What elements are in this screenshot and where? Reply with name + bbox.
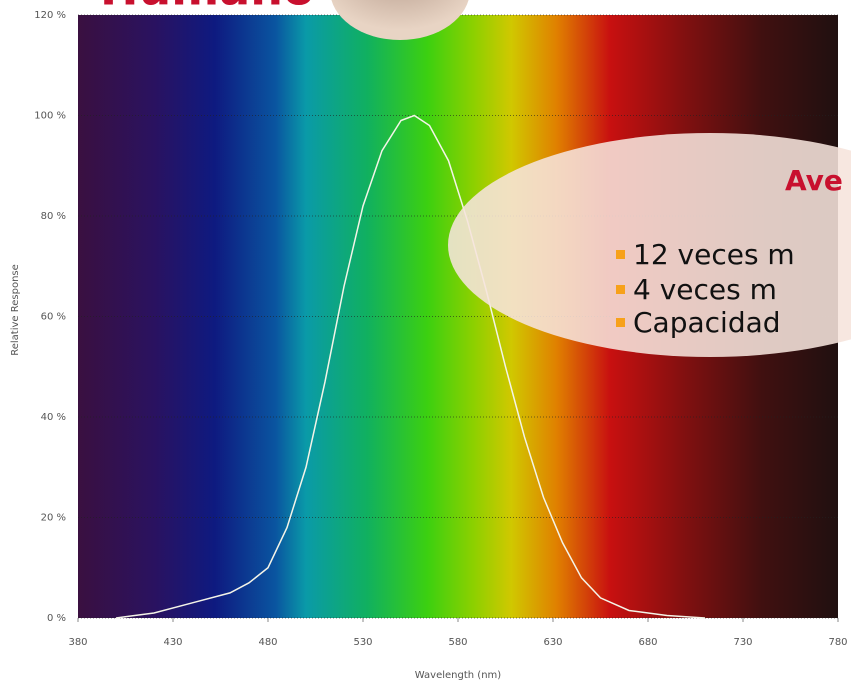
y-tick-label: 80 % <box>41 211 66 222</box>
bullet-icon <box>616 318 625 327</box>
x-tick-label: 580 <box>448 637 467 648</box>
slide-title: Humano <box>100 0 315 16</box>
bullet-icon <box>616 285 625 294</box>
y-tick-label: 20 % <box>41 513 66 524</box>
x-tick-label: 430 <box>163 637 182 648</box>
y-tick-label: 100 % <box>34 111 66 122</box>
x-tick-label: 530 <box>353 637 372 648</box>
bullets: 12 veces m 4 veces m Capacidad <box>616 238 795 339</box>
x-tick-label: 680 <box>638 637 657 648</box>
page: Relative Response Wavelength (nm) Humano… <box>0 0 851 692</box>
x-tick-label: 480 <box>258 637 277 648</box>
bullet-icon <box>616 250 625 259</box>
chart: Relative Response Wavelength (nm) Humano… <box>0 0 851 692</box>
y-tick-label: 60 % <box>41 312 66 323</box>
callout-title: Ave <box>785 164 843 197</box>
y-tick-label: 0 % <box>47 613 66 624</box>
x-tick-label: 730 <box>733 637 752 648</box>
bullet: Capacidad <box>633 306 781 339</box>
y-tick-label: 40 % <box>41 412 66 423</box>
y-axis-label: Relative Response <box>10 264 21 356</box>
bullet: 4 veces m <box>633 273 777 306</box>
x-tick-label: 380 <box>68 637 87 648</box>
bullet: 12 veces m <box>633 238 795 271</box>
x-tick-label: 630 <box>543 637 562 648</box>
x-tick-label: 780 <box>828 637 847 648</box>
x-axis-label: Wavelength (nm) <box>415 670 501 681</box>
y-tick-label: 120 % <box>34 10 66 21</box>
